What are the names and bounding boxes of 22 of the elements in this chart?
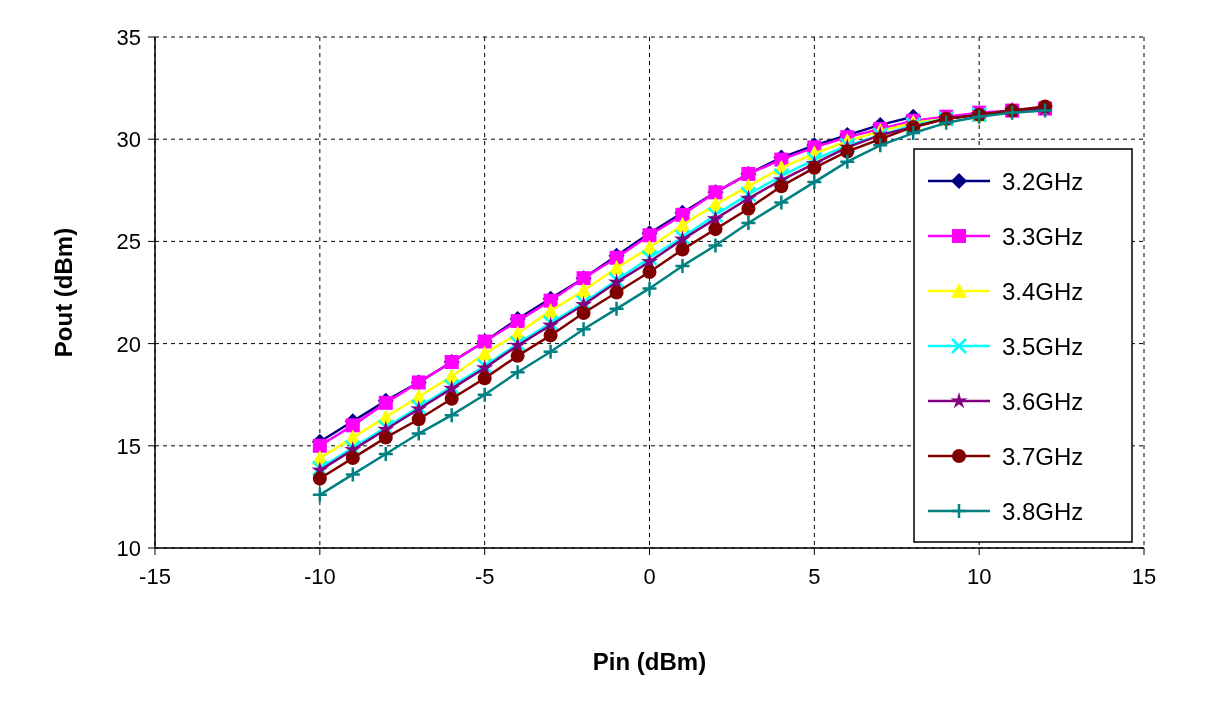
legend-label: 3.6GHz <box>1002 388 1084 415</box>
y-tick-label: 25 <box>116 229 141 255</box>
legend-label: 3.8GHz <box>1002 498 1084 525</box>
x-tick-label: 10 <box>966 564 992 589</box>
x-axis-title: Pin (dBm) <box>592 648 707 675</box>
legend-label: 3.5GHz <box>1002 333 1084 360</box>
x-tick-label: 0 <box>643 564 656 589</box>
x-tick-label: 5 <box>808 564 821 589</box>
y-tick-label: 30 <box>116 127 141 153</box>
y-tick-label: 10 <box>116 536 141 561</box>
x-tick-label: -5 <box>474 564 495 589</box>
y-tick-label: 35 <box>116 25 141 50</box>
x-tick-label: 15 <box>1131 564 1157 589</box>
x-tick-label: -10 <box>303 564 336 589</box>
y-tick-label: 20 <box>116 331 141 357</box>
legend-label: 3.4GHz <box>1002 278 1084 305</box>
legend-label: 3.3GHz <box>1002 223 1084 250</box>
x-tick-label: -15 <box>139 564 171 589</box>
y-axis-title: Pout (dBm) <box>50 227 77 358</box>
y-tick-label: 15 <box>116 433 141 459</box>
legend-label: 3.7GHz <box>1002 443 1084 470</box>
legend-label: 3.2GHz <box>1002 168 1084 195</box>
